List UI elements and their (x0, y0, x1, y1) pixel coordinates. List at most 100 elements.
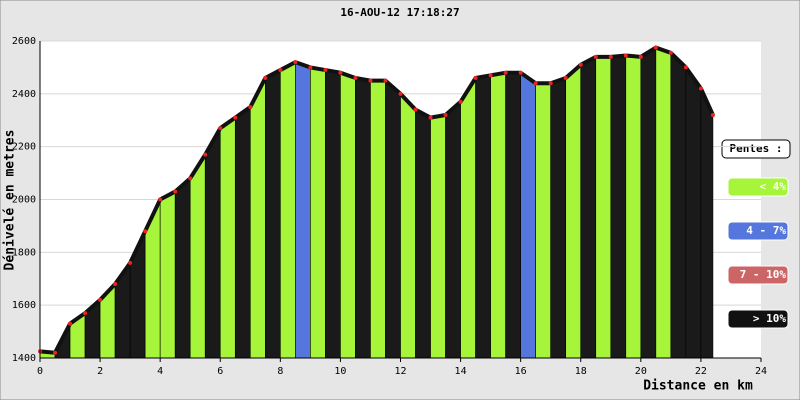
profile-point (563, 75, 568, 80)
x-tick-label: 18 (575, 366, 587, 377)
profile-point (218, 126, 223, 131)
profile-point (668, 50, 673, 55)
profile-point (428, 115, 433, 120)
x-tick-label: 22 (695, 366, 707, 377)
profile-point (368, 78, 373, 83)
profile-point (173, 189, 178, 194)
slope-segment (355, 77, 371, 359)
y-tick-label: 1800 (12, 247, 36, 258)
slope-segment (535, 82, 552, 359)
y-tick-label: 2600 (12, 36, 36, 47)
legend-swatch (727, 177, 789, 197)
x-tick-label: 16 (515, 366, 527, 377)
profile-point (413, 107, 418, 112)
profile-point (98, 297, 103, 302)
profile-point (623, 53, 628, 58)
slope-segment (550, 77, 567, 359)
y-tick-label: 2200 (12, 142, 36, 153)
legend-swatch (727, 265, 789, 285)
legend-title: Pentes : (730, 142, 783, 155)
slope-segment (625, 55, 642, 359)
profile-point (593, 54, 598, 59)
profile-point (638, 54, 643, 59)
slope-segment (655, 47, 672, 359)
legend: Pentes : < 4% 4 - 7% 7 - 10% > 10% (721, 139, 791, 329)
x-tick-label: 6 (217, 366, 223, 377)
profile-point (128, 260, 133, 265)
profile-point (158, 197, 163, 202)
slope-segment (219, 117, 236, 359)
y-axis-label: Dénivelé en metres (3, 130, 18, 271)
profile-point (683, 65, 688, 70)
slope-segment (595, 56, 612, 359)
legend-label: 4 - 7% (746, 224, 786, 237)
profile-point (533, 81, 538, 86)
profile-point (518, 70, 523, 75)
y-tick-label: 1600 (12, 300, 36, 311)
profile-point (473, 75, 478, 80)
profile-point (203, 152, 208, 157)
slope-segment (445, 101, 461, 359)
profile-point (608, 54, 613, 59)
profile-point (293, 60, 298, 65)
profile-point (488, 73, 493, 78)
profile-point (113, 282, 118, 287)
y-tick-label: 1400 (12, 353, 36, 364)
profile-point (323, 68, 328, 73)
profile-point (443, 112, 448, 117)
legend-label: < 4% (760, 180, 787, 193)
legend-label: 7 - 10% (740, 268, 787, 281)
slope-segment (204, 127, 221, 359)
slope-segment (249, 77, 266, 359)
x-tick-label: 10 (334, 366, 346, 377)
x-tick-label: 0 (37, 366, 43, 377)
profile-point (578, 62, 583, 67)
slope-segment (610, 55, 627, 359)
slope-segment (174, 177, 191, 359)
slope-segment (189, 153, 206, 359)
x-axis-label: Distance en km (643, 379, 753, 394)
slope-segment (475, 74, 491, 359)
legend-title-box (721, 139, 791, 159)
profile-point (383, 78, 388, 83)
profile-point (83, 311, 88, 316)
profile-point (53, 350, 58, 355)
slope-segment (565, 64, 582, 359)
slope-segment (700, 88, 714, 359)
profile-line (39, 45, 715, 355)
profile-point (698, 86, 703, 91)
profile-point (458, 99, 463, 104)
slope-segment (400, 93, 416, 359)
x-tick-label: 24 (755, 366, 767, 377)
slope-segment (580, 56, 597, 359)
slope-segment (310, 67, 326, 359)
slope-segment (295, 61, 311, 359)
profile-point (143, 229, 148, 234)
profile-point (188, 176, 193, 181)
slope-segment (280, 61, 296, 359)
slope-segment (460, 76, 476, 359)
y-tick-label: 2400 (12, 89, 36, 100)
profile-point (263, 75, 268, 80)
slope-segment (234, 106, 251, 359)
x-tick-label: 8 (277, 366, 283, 377)
slope-segment (370, 80, 386, 359)
profile-point (398, 91, 403, 96)
profile-point (503, 70, 508, 75)
x-tick-label: 4 (157, 366, 163, 377)
slope-segment (520, 72, 536, 359)
slope-segment (385, 79, 401, 359)
profile-point (308, 65, 313, 70)
slope-segment (415, 109, 431, 359)
slope-segment (640, 47, 657, 359)
slope-segment (685, 66, 702, 359)
x-tick-label: 12 (394, 366, 406, 377)
profile-point (353, 75, 358, 80)
profile-point (278, 68, 283, 73)
x-tick-label: 14 (455, 366, 467, 377)
slope-segment (670, 52, 687, 359)
legend-label: > 10% (753, 312, 786, 325)
x-tick-label: 2 (97, 366, 103, 377)
x-tick-label: 20 (635, 366, 647, 377)
